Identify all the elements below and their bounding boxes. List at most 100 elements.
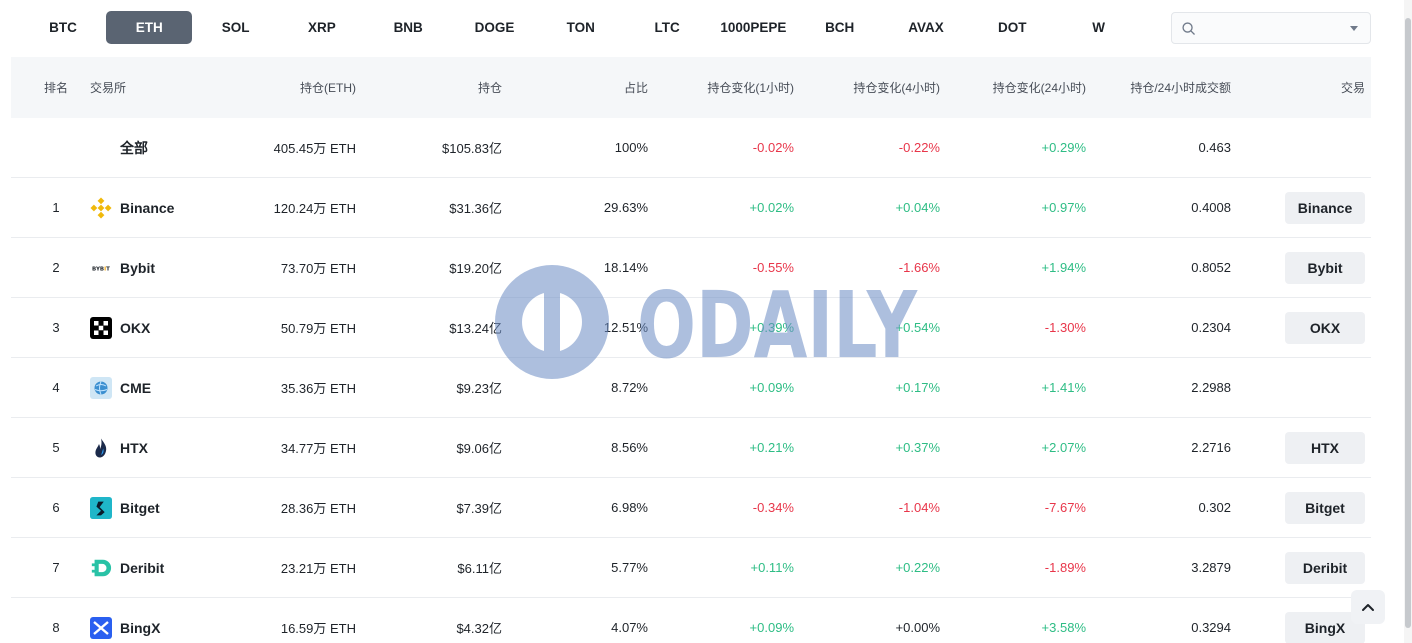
change-4h-cell: +0.37% (895, 440, 940, 455)
trade-button[interactable]: Bybit (1285, 251, 1365, 284)
total-change-4h: -0.22% (898, 140, 940, 155)
table-header: 排名 交易所 持仓(ETH) 持仓 占比 持仓变化(1小时) 持仓变化(4小时)… (11, 57, 1371, 118)
change-24h-cell: +1.41% (1041, 380, 1086, 395)
header-oi-volume-ratio: 持仓/24小时成交额 (1130, 81, 1231, 95)
tab-1000pepe[interactable]: 1000PEPE (720, 20, 787, 35)
change-1h-cell: +0.11% (750, 560, 795, 575)
tab-w[interactable]: W (1092, 20, 1105, 35)
oi-value-cell: $31.36亿 (449, 201, 502, 216)
exchange-name: BingX (120, 619, 161, 636)
share-cell: 29.63% (603, 200, 648, 215)
exchange-cell: OKX (90, 298, 250, 357)
page-scrollbar[interactable] (1404, 0, 1412, 643)
share-cell: 6.98% (611, 500, 648, 515)
change-24h-cell: +0.97% (1041, 200, 1086, 215)
header-trade: 交易 (1340, 81, 1365, 95)
oi-value-cell: $6.11亿 (457, 561, 502, 576)
exchange-name: HTX (120, 439, 148, 456)
tab-dot[interactable]: DOT (998, 20, 1027, 35)
oi-value-cell: $13.24亿 (449, 321, 502, 336)
table-row: 8 BingX 16.59万 ETH $4.32亿 4.07% +0.09% +0.00% +… (11, 598, 1371, 643)
tab-bch[interactable]: BCH (825, 20, 855, 35)
header-change-4h: 持仓变化(4小时) (853, 81, 940, 95)
change-1h-cell: +0.02% (749, 200, 794, 215)
ratio-cell: 2.2988 (1191, 380, 1231, 395)
change-4h-cell: +0.22% (895, 560, 940, 575)
exchange-cell: HTX (90, 418, 250, 477)
tab-eth[interactable]: ETH (106, 11, 193, 44)
share-cell: 8.56% (611, 440, 648, 455)
trade-button[interactable]: OKX (1285, 311, 1365, 344)
trade-button[interactable]: Deribit (1285, 551, 1365, 584)
trade-button[interactable]: HTX (1285, 431, 1365, 464)
trade-button[interactable]: Bitget (1285, 491, 1365, 524)
scrollbar-thumb[interactable] (1405, 18, 1411, 628)
table-row: 3 OKX 50.79万 ETH $13.24亿 12.51% +0.39% +0.54% -… (11, 298, 1371, 358)
oi-coin-cell: 50.79万 ETH (280, 321, 356, 336)
rank-cell: 5 (52, 440, 60, 455)
oi-coin-cell: 23.21万 ETH (280, 561, 356, 576)
table-row: 2 BYBIT Bybit 73.70万 ETH $19.20亿 18.14% -0.55%… (11, 238, 1371, 298)
share-cell: 18.14% (603, 260, 648, 275)
total-row: 全部 405.45万 ETH $105.83亿 100% -0.02% -0.2… (11, 118, 1371, 178)
tab-ltc[interactable]: LTC (654, 20, 680, 35)
trade-cell: Binance (1267, 178, 1365, 237)
exchange-cell: Bitget (90, 478, 250, 537)
change-24h-cell: +3.58% (1041, 620, 1086, 635)
oi-coin-cell: 34.77万 ETH (280, 441, 356, 456)
change-1h-cell: +0.21% (749, 440, 794, 455)
search-icon (1182, 22, 1195, 35)
coin-search-select[interactable] (1171, 12, 1371, 44)
oi-value-cell: $19.20亿 (449, 261, 502, 276)
ratio-cell: 3.2879 (1191, 560, 1231, 575)
tab-avax[interactable]: AVAX (908, 20, 944, 35)
oi-coin-cell: 120.24万 ETH (273, 201, 356, 216)
htx-logo-icon (90, 437, 112, 459)
exchange-name: Bitget (120, 499, 160, 516)
search-input[interactable] (1202, 13, 1342, 43)
ratio-cell: 0.302 (1198, 500, 1231, 515)
trade-button[interactable]: Binance (1285, 191, 1365, 224)
ratio-cell: 2.2716 (1191, 440, 1231, 455)
bybit-logo-icon: BYBIT (90, 257, 112, 279)
total-label-cell: 全部 (90, 118, 250, 177)
bingx-logo-icon (90, 616, 112, 639)
oi-coin-cell: 28.36万 ETH (280, 501, 356, 516)
trade-cell: Bybit (1267, 238, 1365, 297)
trade-cell: HTX (1267, 418, 1365, 477)
exchange-cell: Binance (90, 178, 250, 237)
change-1h-cell: +0.39% (749, 320, 794, 335)
cme-logo-icon (90, 376, 112, 399)
table-row: 7 Deribit 23.21万 ETH $6.11亿 5.77% +0.11% +0.22… (11, 538, 1371, 598)
scroll-to-top-button[interactable] (1351, 590, 1385, 624)
ratio-cell: 0.2304 (1191, 320, 1231, 335)
open-interest-table: 排名 交易所 持仓(ETH) 持仓 占比 持仓变化(1小时) 持仓变化(4小时)… (11, 57, 1371, 643)
tab-xrp[interactable]: XRP (308, 20, 336, 35)
table-row: 5 HTX 34.77万 ETH $9.06亿 8.56% +0.21% +0.37% +2.… (11, 418, 1371, 478)
change-4h-cell: +0.00% (895, 620, 940, 635)
coin-tab-bar: BTC ETH SOL XRP BNB DOGE TON LTC 1000PEPE BCH AVAX… (0, 0, 1412, 56)
exchange-cell: BingX (90, 598, 250, 643)
bitget-logo-icon (90, 496, 112, 519)
tab-doge[interactable]: DOGE (474, 20, 515, 35)
tab-bnb[interactable]: BNB (393, 20, 423, 35)
total-ratio: 0.463 (1198, 140, 1231, 155)
svg-text:BYBIT: BYBIT (92, 266, 110, 272)
change-4h-cell: -1.66% (898, 260, 940, 275)
total-label: 全部 (120, 139, 148, 156)
table-row: 6 Bitget 28.36万 ETH $7.39亿 6.98% -0.34% -1.04%… (11, 478, 1371, 538)
ratio-cell: 0.8052 (1191, 260, 1231, 275)
chevron-down-icon[interactable] (1350, 26, 1358, 31)
tab-ton[interactable]: TON (566, 20, 595, 35)
trade-cell: Deribit (1267, 538, 1365, 597)
tab-btc[interactable]: BTC (49, 20, 77, 35)
table-row: 4 CME 35.36万 ETH $9.23亿 8.72% +0.09% +0.17% +1.… (11, 358, 1371, 418)
ratio-cell: 0.3294 (1191, 620, 1231, 635)
tab-sol[interactable]: SOL (221, 20, 250, 35)
trade-cell: OKX (1267, 298, 1365, 357)
change-24h-cell: -1.89% (1044, 560, 1086, 575)
header-exchange: 交易所 (90, 81, 127, 95)
header-oi-coin: 持仓(ETH) (300, 81, 356, 95)
change-24h-cell: +2.07% (1041, 440, 1086, 455)
deribit-logo-icon (90, 557, 112, 579)
